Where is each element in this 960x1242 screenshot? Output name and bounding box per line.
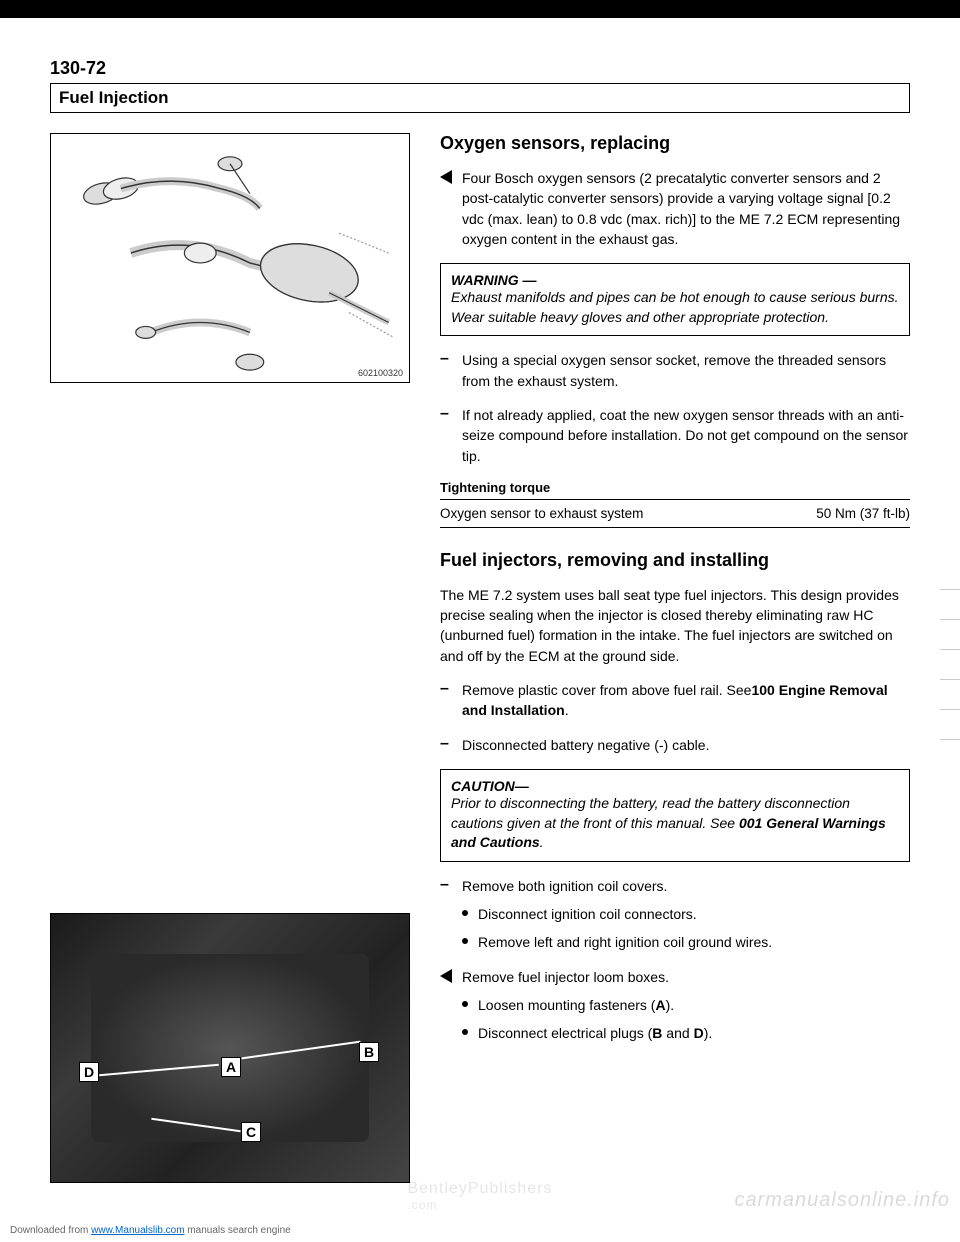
torque-value: 50 Nm (37 ft-lb) [816,506,910,521]
photo-label-d: D [79,1062,99,1082]
step-text: If not already applied, coat the new oxy… [462,405,910,466]
step-text-part: Remove plastic cover from above fuel rai… [462,682,751,698]
caution-head: CAUTION— [451,778,899,794]
engine-photo: A B C D [50,913,410,1183]
injector-description: The ME 7.2 system uses ball seat type fu… [440,585,910,666]
bullet-icon [462,938,468,944]
caution-text-part: . [540,834,544,850]
triangle-arrow-icon [440,170,452,184]
bullet-icon [462,1001,468,1007]
bullet-ref-bold: B [652,1025,662,1041]
sensor-description: Four Bosch oxygen sensors (2 precatalyti… [462,168,910,249]
bullet-ref-bold: A [655,997,665,1013]
step-row: – Remove plastic cover from above fuel r… [440,680,910,721]
dash-bullet: – [440,405,454,423]
exhaust-svg [51,134,409,382]
footer-text: manuals search engine [185,1225,291,1236]
bullet-text-part: and [662,1025,693,1041]
right-column: Oxygen sensors, replacing Four Bosch oxy… [440,133,910,1183]
watermark-right: carmanualsonline.info [734,1189,950,1212]
step-row: – If not already applied, coat the new o… [440,405,910,466]
step-row: – Using a special oxygen sensor socket, … [440,350,910,391]
figure-id: 602100320 [358,368,403,378]
callout-line [99,1064,219,1076]
dash-bullet: – [440,735,454,753]
photo-label-c: C [241,1122,261,1142]
caution-box: CAUTION— Prior to disconnecting the batt… [440,769,910,862]
step-text: Using a special oxygen sensor socket, re… [462,350,910,391]
sub-bullet-row: Loosen mounting fasteners (A). [462,995,910,1015]
bullet-text-part: ). [704,1025,713,1041]
photo-label-a: A [221,1057,241,1077]
callout-line [241,1041,360,1060]
bullet-text-part: Loosen mounting fasteners ( [478,997,655,1013]
bullet-text: Remove left and right ignition coil grou… [478,932,772,952]
callout-line [151,1118,240,1133]
exhaust-diagram: 602100320 [50,133,410,383]
wm-line: BentleyPublishers [407,1180,552,1198]
left-spacer [50,383,410,913]
watermark-center: BentleyPublishers .com [407,1180,552,1212]
torque-spec-row: Oxygen sensor to exhaust system 50 Nm (3… [440,499,910,528]
footer-download-note: Downloaded from www.Manualslib.com manua… [10,1225,291,1236]
side-tick-marks [940,560,960,1160]
warning-box: WARNING — Exhaust manifolds and pipes ca… [440,263,910,336]
warning-body: Exhaust manifolds and pipes can be hot e… [451,288,899,327]
footer-link[interactable]: www.Manualslib.com [91,1225,184,1236]
bullet-icon [462,910,468,916]
dash-bullet: – [440,350,454,368]
photo-label-b: B [359,1042,379,1062]
torque-label: Oxygen sensor to exhaust system [440,506,643,521]
footer-text: Downloaded from [10,1225,91,1236]
section-title: Fuel Injection [59,88,169,107]
bullet-text: Loosen mounting fasteners (A). [478,995,674,1015]
step-text: Remove plastic cover from above fuel rai… [462,680,910,721]
warning-head: WARNING — [451,272,899,288]
sub-bullet-row: Disconnect ignition coil connectors. [462,904,910,924]
left-column: 602100320 A B C D [50,133,410,1183]
page-content: 130-72 Fuel Injection [0,18,960,1183]
oxygen-sensors-heading: Oxygen sensors, replacing [440,133,910,154]
bullet-text: Disconnect electrical plugs (B and D). [478,1023,712,1043]
triangle-arrow-icon [440,969,452,983]
bullet-icon [462,1029,468,1035]
page-top-bar [0,0,960,18]
step-text-part: . [565,702,569,718]
bullet-text-part: ). [666,997,675,1013]
step-text: Remove fuel injector loom boxes. [462,967,669,987]
bullet-text-part: Disconnect electrical plugs ( [478,1025,652,1041]
two-column-layout: 602100320 A B C D Oxygen sensors, replac… [50,133,910,1183]
arrow-paragraph: Four Bosch oxygen sensors (2 precatalyti… [440,168,910,249]
fuel-injectors-heading: Fuel injectors, removing and installing [440,550,910,571]
page-number: 130-72 [50,58,910,79]
torque-heading: Tightening torque [440,480,910,495]
bullet-ref-bold: D [694,1025,704,1041]
section-title-box: Fuel Injection [50,83,910,113]
wm-line: .com [407,1198,552,1212]
arrow-step-row: Remove fuel injector loom boxes. [440,967,910,987]
sub-bullet-row: Disconnect electrical plugs (B and D). [462,1023,910,1043]
caution-body: Prior to disconnecting the battery, read… [451,794,899,853]
bullet-text: Disconnect ignition coil connectors. [478,904,697,924]
step-text: Disconnected battery negative (-) cable. [462,735,709,755]
dash-bullet: – [440,876,454,894]
dash-bullet: – [440,680,454,698]
step-row: – Remove both ignition coil covers. [440,876,910,896]
step-text: Remove both ignition coil covers. [462,876,667,896]
sub-bullet-row: Remove left and right ignition coil grou… [462,932,910,952]
step-row: – Disconnected battery negative (-) cabl… [440,735,910,755]
